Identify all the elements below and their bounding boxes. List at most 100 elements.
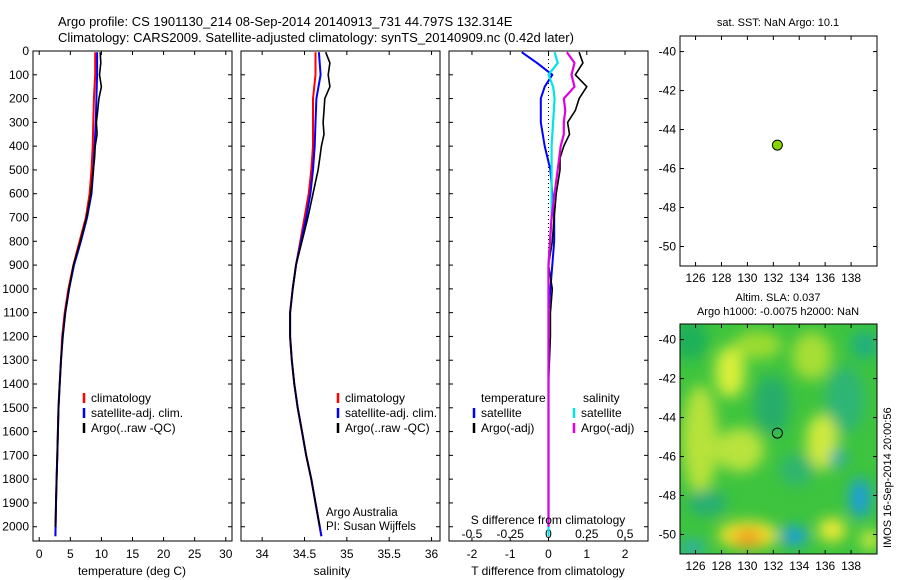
depth-tick-label: 400 (9, 139, 29, 153)
lon-tick-label: 138 (841, 559, 861, 573)
legend-s-satellite: satellite (581, 406, 622, 420)
lon-tick-label: 126 (686, 271, 706, 285)
depth-tick-label: 800 (9, 234, 29, 248)
depth-tick-label: 1800 (2, 472, 29, 486)
sst-map-frame (679, 35, 878, 267)
temperature-axes-frame (32, 50, 233, 542)
temperature-xlabel: temperature (deg C) (78, 564, 186, 578)
legend-s-argo: Argo(-adj) (581, 421, 634, 435)
lon-tick-label: 130 (737, 559, 757, 573)
depth-tick-label: 1200 (2, 329, 29, 343)
salinity-depth-ticks (241, 50, 440, 528)
difference-depth-ticks (449, 50, 648, 528)
series-satellite-adj-clim- (54, 52, 99, 537)
lat-tick-label: -46 (659, 450, 677, 464)
sla-heatmap (680, 324, 877, 554)
series-argo-raw-qc- (289, 51, 331, 527)
legend-climatology: climatology (345, 391, 405, 405)
x-tick-label: 10 (95, 547, 109, 561)
header-line-2: Climatology: CARS2009. Satellite-adjuste… (58, 30, 574, 45)
x-tick-label: 0 (36, 547, 43, 561)
depth-tick-label: 0 (22, 44, 29, 58)
lon-tick-label: 126 (686, 559, 706, 573)
x-tick-label: -2 (467, 547, 478, 561)
depth-tick-label: 1000 (2, 282, 29, 296)
salinity-panel: 34 34.5 35 35.5 36 salinity climatology sate… (240, 50, 441, 578)
sla-map-ticks: 126 128 130 132 134 136 138 -40 -42 -44 -46 -48 -50 (659, 324, 877, 573)
salinity-legend: climatology satellite-adj. clim. Argo(..… (336, 391, 437, 435)
t-difference-ticks: -2 -1 0 1 2 (467, 51, 629, 561)
depth-tick-label: 1500 (2, 401, 29, 415)
x-tick-label: 5 (67, 547, 74, 561)
series-temperature-argo-adj- (547, 51, 588, 527)
lon-tick-label: 136 (815, 559, 835, 573)
lat-tick-label: -42 (659, 84, 677, 98)
difference-legend: temperature satellite Argo(-adj) salinit… (472, 391, 634, 435)
legend-t-argo: Argo(-adj) (481, 421, 534, 435)
lat-tick-label: -44 (659, 411, 677, 425)
sst-map-title: sat. SST: NaN Argo: 10.1 (717, 17, 839, 29)
temperature-legend: climatology satellite-adj. clim. Argo(..… (82, 391, 183, 435)
series-argo-raw-qc- (54, 52, 103, 527)
salinity-xlabel: salinity (314, 564, 351, 578)
lon-tick-label: 128 (711, 559, 731, 573)
salinity-ticks: 34 34.5 35 35.5 36 (255, 51, 439, 561)
lon-tick-label: 134 (789, 559, 809, 573)
x-tick-label: 34 (255, 547, 269, 561)
lon-tick-label: 130 (737, 271, 757, 285)
depth-tick-label: 600 (9, 187, 29, 201)
salinity-lines (289, 51, 331, 537)
s-tick-label: -0.5 (462, 527, 483, 541)
depth-tick-label: 1400 (2, 377, 29, 391)
lat-tick-label: -50 (659, 240, 677, 254)
sst-map-ticks: 126 128 130 132 134 136 138 -40 -42 -44 -46 -48 -50 (659, 36, 877, 285)
sst-map-panel: sat. SST: NaN Argo: 10.1 126 128 130 132 134… (659, 17, 878, 285)
legend-argo: Argo(..raw -QC) (91, 421, 176, 435)
temperature-panel: 0100200300400500600700800900100011001200… (2, 44, 232, 578)
lat-tick-label: -48 (659, 201, 677, 215)
t-difference-label: T difference from climatology (471, 564, 625, 578)
depth-tick-label: 1100 (3, 306, 29, 320)
sla-map-panel: Altim. SLA: 0.037 Argo h1000: -0.0075 h2… (659, 292, 894, 573)
depth-tick-label: 2000 (2, 520, 29, 534)
sla-map-frame (679, 323, 878, 555)
s-tick-label: -0.25 (497, 527, 525, 541)
x-tick-label: 1 (583, 547, 590, 561)
legend-title-temperature: temperature (481, 391, 546, 405)
series-climatology (289, 52, 323, 537)
depth-tick-label: 200 (9, 92, 29, 106)
s-difference-label: S difference from climatology (471, 513, 626, 527)
x-tick-label: 30 (219, 547, 233, 561)
depth-tick-label: 1700 (2, 448, 29, 462)
depth-tick-label: 100 (9, 68, 29, 82)
annotation-argo-australia: Argo Australia (326, 507, 398, 519)
depth-tick-label: 300 (9, 115, 29, 129)
x-tick-label: 2 (622, 547, 629, 561)
depth-tick-label: 1300 (2, 353, 29, 367)
sla-title-line-1: Altim. SLA: 0.037 (736, 292, 821, 304)
legend-t-satellite: satellite (481, 406, 522, 420)
lon-tick-label: 134 (789, 271, 809, 285)
difference-panel: -2 -1 0 1 2 -0.5 -0.25 0 0.25 0.5 S difference f… (448, 50, 649, 578)
depth-tick-label: 700 (9, 211, 29, 225)
lon-tick-label: 132 (763, 271, 783, 285)
x-tick-label: 35.5 (378, 547, 402, 561)
depth-tick-label: 1900 (2, 496, 29, 510)
lon-tick-label: 132 (763, 559, 783, 573)
temperature-ticks: 0 5 10 15 20 25 30 (36, 51, 233, 561)
depth-tick-label: 900 (9, 258, 29, 272)
temperature-lines (54, 52, 103, 537)
lat-tick-label: -40 (659, 333, 677, 347)
difference-lines (521, 51, 588, 537)
legend-satellite: satellite-adj. clim. (91, 406, 183, 420)
legend-argo: Argo(..raw -QC) (345, 421, 430, 435)
x-tick-label: 15 (126, 547, 140, 561)
lat-tick-label: -40 (659, 45, 677, 59)
lat-tick-label: -48 (659, 489, 677, 503)
sla-argo-location-marker (771, 427, 783, 439)
lon-tick-label: 136 (815, 271, 835, 285)
x-tick-label: 25 (188, 547, 202, 561)
lon-tick-label: 128 (711, 271, 731, 285)
depth-ticks: 0 100 200 300 400 500 600 700 800 900 1000 1100 1200… (2, 44, 232, 534)
